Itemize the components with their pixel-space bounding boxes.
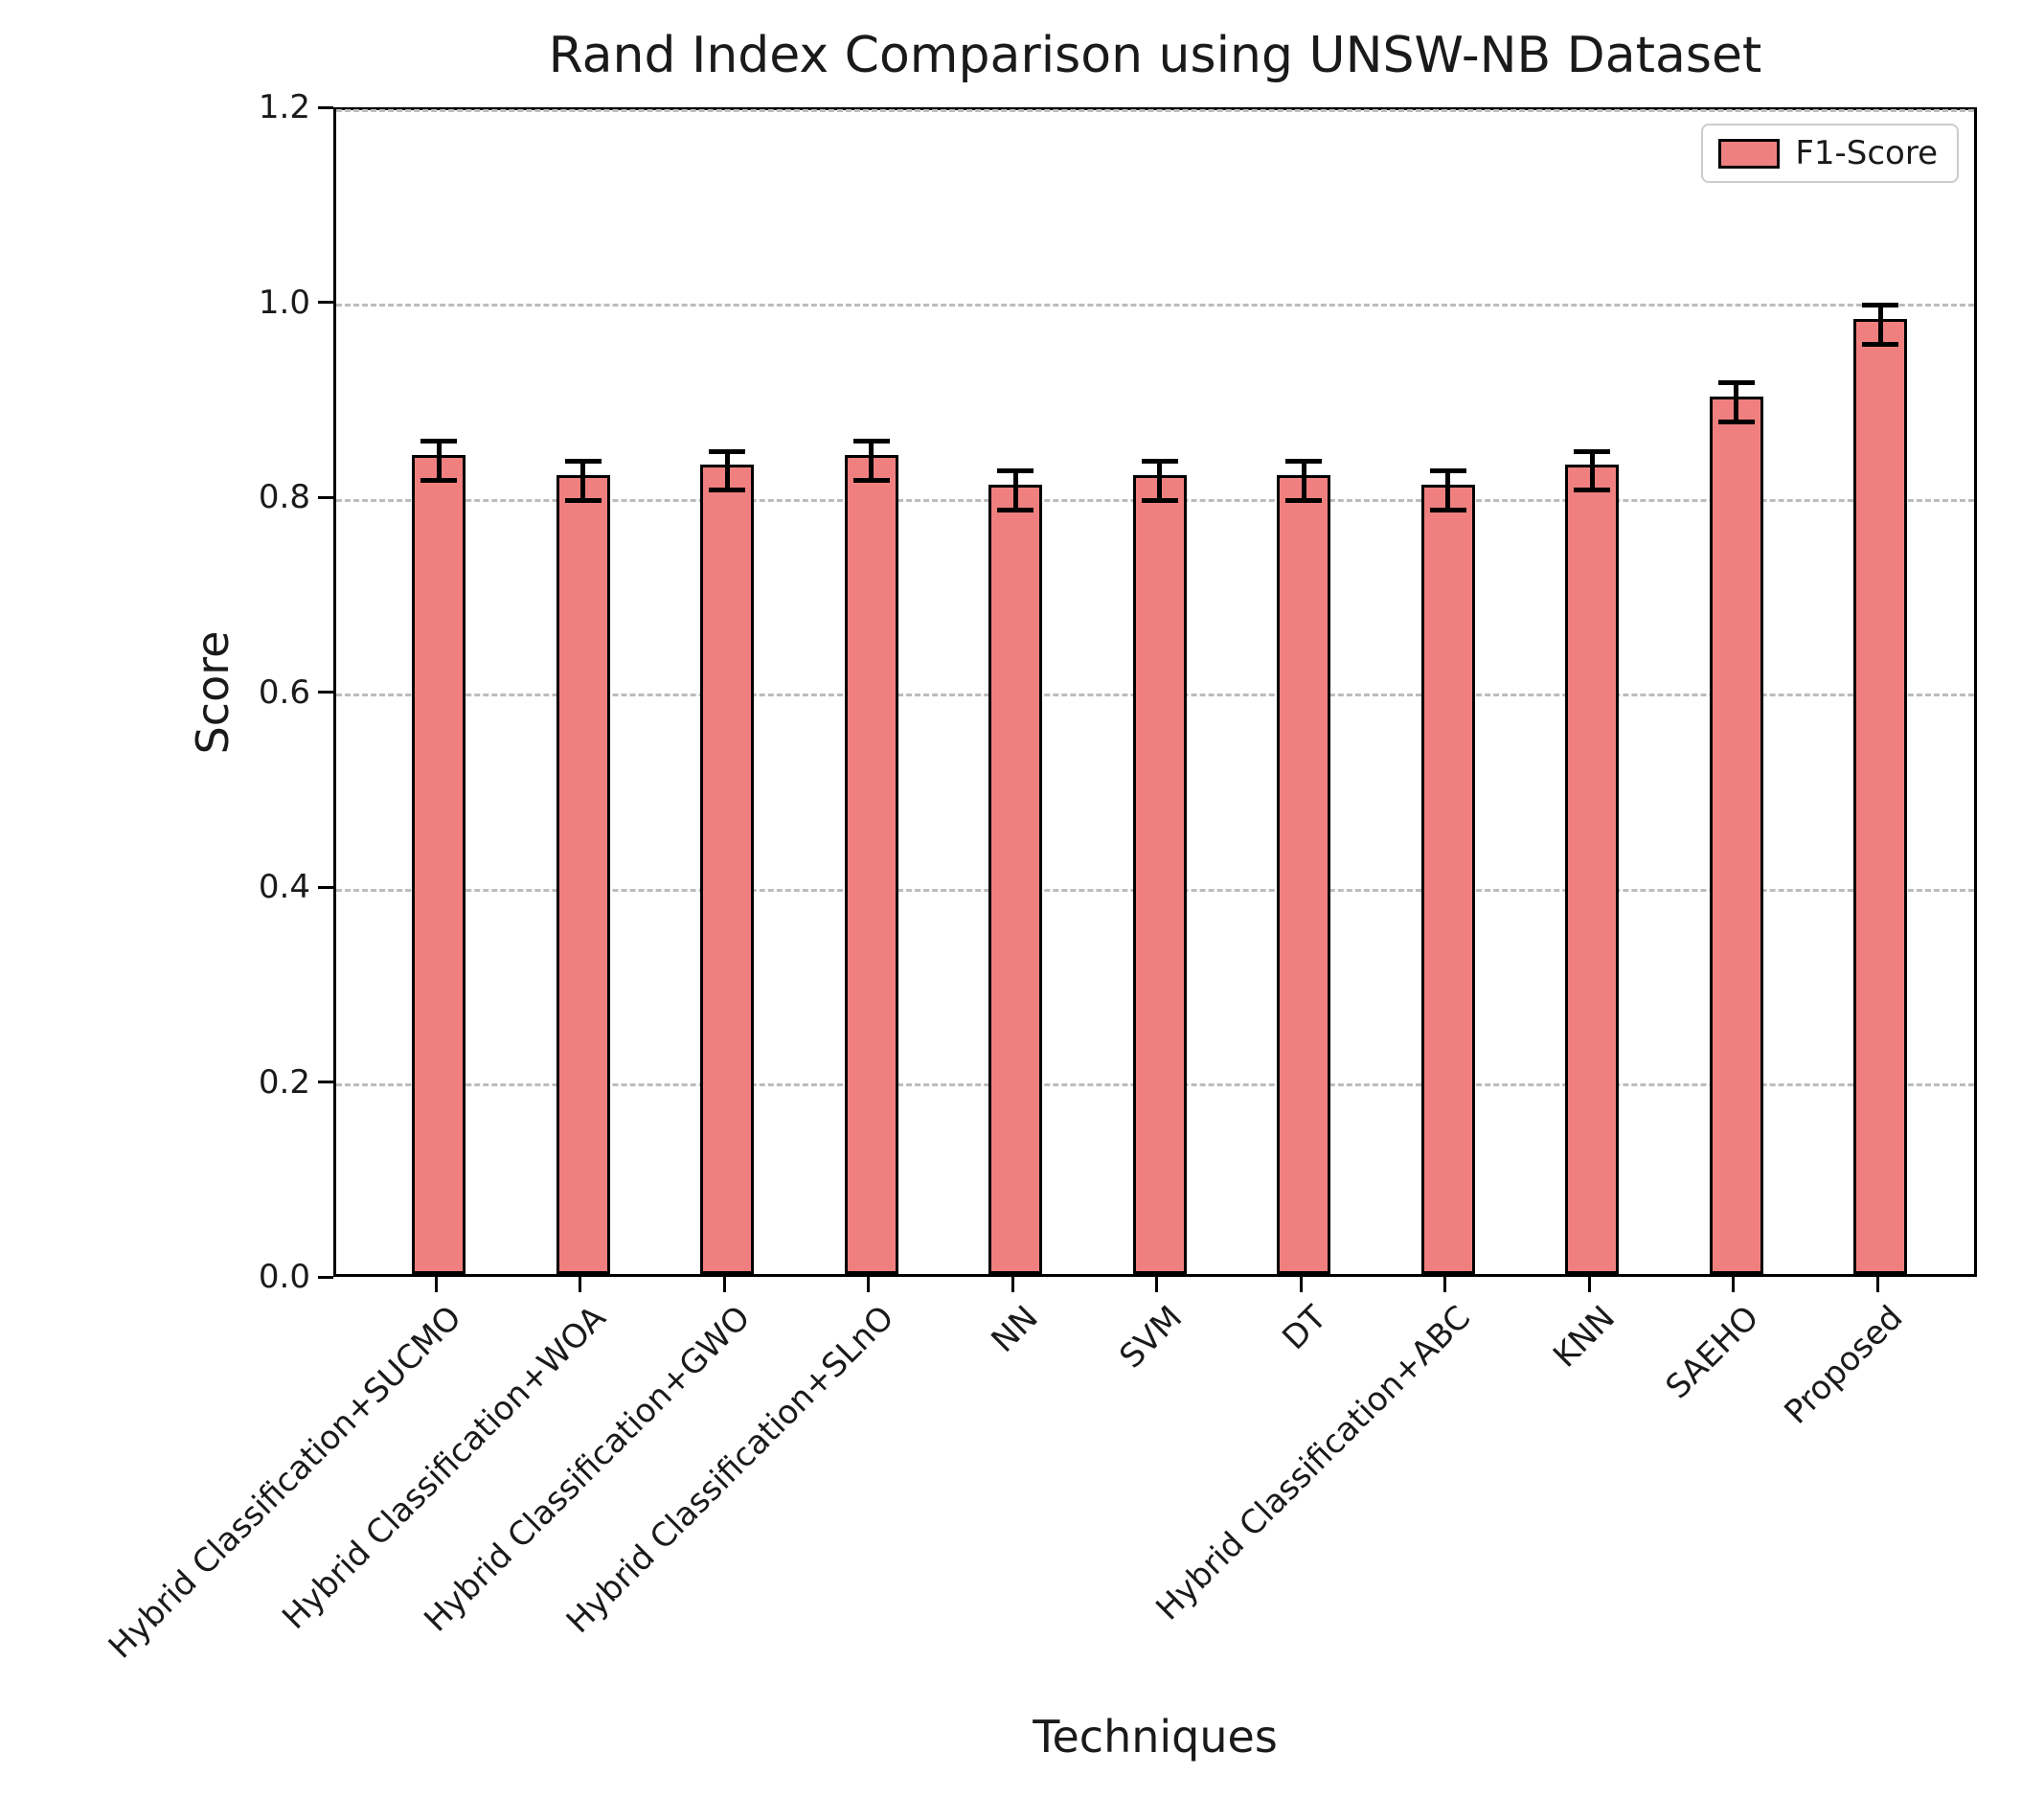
error-bar-cap	[564, 497, 602, 503]
x-tick-mark	[1587, 1277, 1591, 1292]
error-bar-line	[436, 441, 442, 481]
x-tick-mark	[1011, 1277, 1014, 1292]
error-bar-cap	[1717, 380, 1755, 386]
plot-area: F1-Score	[333, 107, 1977, 1277]
error-bar-line	[1301, 461, 1306, 500]
y-tick-mark	[318, 301, 333, 304]
y-tick-mark	[318, 1275, 333, 1279]
x-axis-label: Techniques	[1033, 1711, 1278, 1763]
error-bar-cap	[1862, 303, 1898, 307]
y-tick-label: 0.4	[258, 868, 310, 906]
x-tick-label: Hybrid Classification+ABC	[1148, 1298, 1479, 1628]
x-tick-mark	[1443, 1277, 1446, 1292]
x-tick-mark	[579, 1277, 581, 1292]
bar-SAEHO	[1709, 397, 1763, 1274]
bar-Hybrid Classification+SUCMO	[412, 455, 466, 1274]
error-bar-cap	[852, 439, 890, 444]
bar-KNN	[1565, 465, 1619, 1274]
chart-title: Rand Index Comparison using UNSW-NB Data…	[548, 27, 1762, 84]
y-tick-label: 0.2	[258, 1062, 310, 1102]
bar-Hybrid Classification+WOA	[556, 474, 610, 1274]
y-tick-mark	[318, 495, 333, 499]
error-bar-cap	[1429, 507, 1466, 512]
y-tick-mark	[318, 105, 333, 109]
error-bar-line	[1012, 470, 1018, 511]
x-tick-label: SAEHO	[1658, 1298, 1767, 1407]
x-tick-mark	[1732, 1277, 1735, 1292]
x-tick-label: SVM	[1112, 1298, 1191, 1377]
bar-SVM	[1132, 474, 1187, 1274]
x-tick-mark	[434, 1277, 438, 1292]
error-bar-cap	[564, 458, 602, 464]
y-tick-mark	[318, 885, 333, 889]
error-bar-cap	[420, 478, 457, 484]
error-bar-cap	[1141, 458, 1178, 464]
error-bar-cap	[1574, 488, 1610, 493]
x-tick-label: DT	[1275, 1298, 1334, 1358]
error-bar-cap	[852, 478, 890, 484]
x-tick-label: KNN	[1545, 1298, 1623, 1376]
error-bar-cap	[709, 488, 745, 493]
error-bar-cap	[1574, 448, 1610, 454]
y-tick-label: 1.0	[258, 283, 310, 322]
error-bar-line	[869, 441, 874, 481]
error-bar-line	[724, 451, 730, 490]
legend-color-swatch	[1718, 138, 1781, 169]
legend-label: F1-Score	[1795, 134, 1938, 172]
y-tick-label: 0.6	[258, 672, 310, 712]
error-bar-line	[1157, 461, 1162, 500]
error-bar-line	[1734, 382, 1738, 422]
bar-DT	[1277, 474, 1330, 1274]
x-tick-mark	[1155, 1277, 1158, 1292]
error-bar-cap	[1141, 497, 1178, 503]
y-tick-mark	[318, 691, 333, 694]
error-bar-line	[580, 461, 585, 500]
legend: F1-Score	[1701, 124, 1959, 183]
error-bar-cap	[997, 467, 1033, 473]
x-tick-mark	[722, 1277, 726, 1292]
error-bar-cap	[1285, 458, 1322, 464]
error-bar-cap	[709, 448, 745, 454]
y-tick-mark	[318, 1081, 333, 1083]
bar-Hybrid Classification+SLnO	[844, 455, 898, 1274]
x-tick-label: NN	[984, 1298, 1046, 1360]
x-tick-mark	[867, 1277, 870, 1292]
bar-Proposed	[1853, 318, 1907, 1274]
gridline-1.0	[336, 304, 1974, 307]
error-bar-line	[1877, 305, 1883, 345]
error-bar-line	[1445, 470, 1450, 511]
error-bar-cap	[1429, 467, 1466, 473]
y-tick-label: 0.0	[258, 1258, 310, 1296]
gridline-1.2	[336, 108, 1974, 112]
error-bar-cap	[420, 439, 457, 444]
x-tick-mark	[1875, 1277, 1879, 1292]
bar-Hybrid Classification+ABC	[1420, 484, 1475, 1274]
bar-Hybrid Classification+GWO	[700, 465, 754, 1274]
x-tick-mark	[1299, 1277, 1303, 1292]
y-axis-label: Score	[187, 630, 238, 755]
y-tick-label: 0.8	[258, 478, 310, 516]
x-tick-label: Proposed	[1777, 1298, 1911, 1432]
error-bar-cap	[1717, 420, 1755, 425]
error-bar-cap	[1862, 341, 1898, 347]
error-bar-cap	[1285, 497, 1322, 503]
y-tick-label: 1.2	[258, 88, 310, 126]
error-bar-cap	[997, 507, 1033, 512]
error-bar-line	[1589, 451, 1595, 490]
bar-NN	[988, 484, 1042, 1274]
